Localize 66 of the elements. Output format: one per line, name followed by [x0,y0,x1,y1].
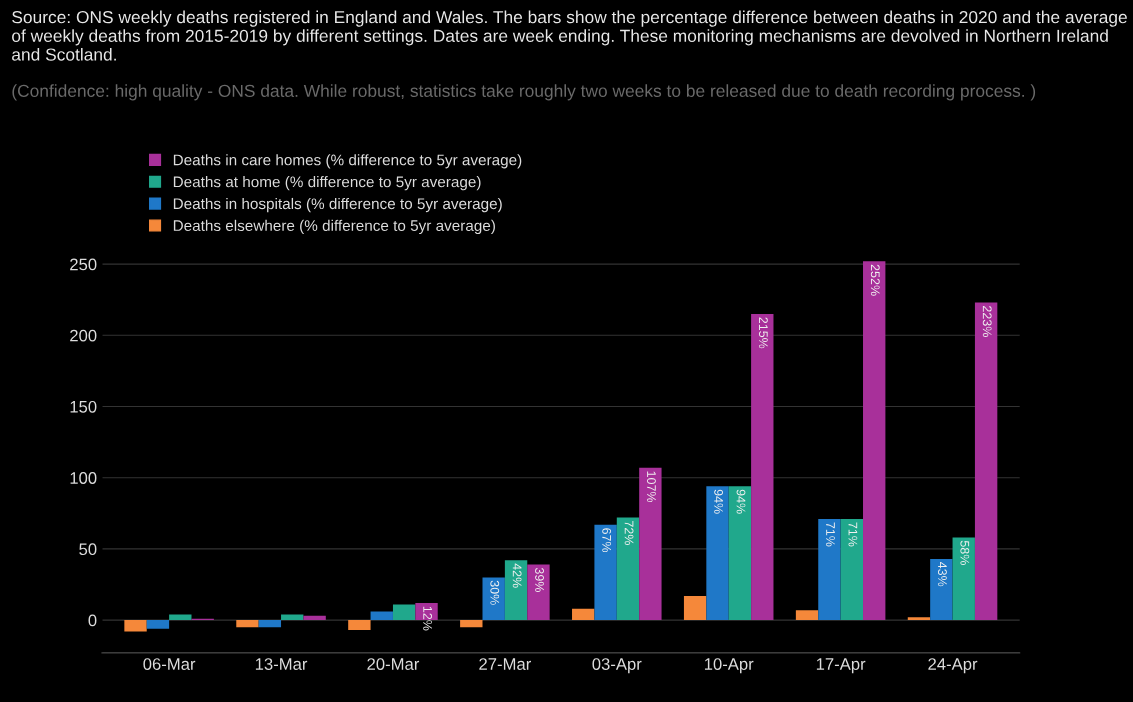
data-label: 30% [490,580,500,605]
data-label: 94% [714,489,724,514]
bar [169,614,192,621]
data-label: 215% [758,317,768,349]
data-label: 223% [982,306,992,337]
y-tick-label: 100 [70,472,97,484]
bar [639,467,662,621]
bar [706,486,729,621]
bar [818,519,841,621]
source-note: Source: ONS weekly deaths registered in England and Wales. The bars show the percentage difference between deaths in 2020 and the average of weekly deaths from 2015-2019 by different settings. Dates are week ending. These monitoring mechanisms are devolved in Northern Ireland and Scotland. [12,10,1127,61]
legend-label: Deaths in hospitals (% difference to 5yr average) [173,197,502,213]
bar [728,486,752,621]
bar [795,610,819,621]
bar [683,595,707,621]
bar [863,261,886,621]
y-tick-label: 250 [70,258,97,271]
x-tick-label: 13-Mar [255,658,308,670]
bar [616,517,640,621]
bar [930,558,953,621]
data-label: 72% [624,521,634,545]
x-tick-label: 20-Mar [367,658,420,670]
bar [907,617,931,621]
bar [751,313,774,621]
bar [504,560,528,621]
bar [281,614,304,621]
y-tick-label: 200 [70,329,97,342]
bar [952,537,975,621]
legend-label: Deaths elsewhere (% difference to 5yr average) [173,219,495,235]
data-label: 71% [826,522,835,547]
bar [348,620,371,631]
data-label: 67% [602,528,612,553]
bar [258,620,282,628]
y-tick-label: 150 [70,400,97,413]
x-tick-label: 24-Apr [928,658,978,674]
bar [482,577,505,621]
x-tick-label: 03-Apr [592,658,642,674]
data-label: 42% [512,563,522,588]
bar [303,615,326,621]
data-label: 94% [736,489,746,514]
data-label: 107% [647,471,656,503]
bar [146,620,170,629]
x-tick-label: 27-Mar [479,658,531,670]
bar [236,620,259,628]
x-tick-label: 06-Mar [143,658,196,670]
data-label: 252% [870,264,880,296]
bar [392,604,416,621]
data-label: 43% [938,562,947,587]
y-tick-label: 50 [79,543,97,556]
x-tick-label: 17-Apr [816,658,866,674]
data-label: 58% [960,540,970,565]
bar [974,302,998,621]
legend-label: Deaths in care homes (% difference to 5yr average) [173,154,522,169]
bar [572,608,595,621]
text: (Confidence: high quality - ONS data. While robust, statistics take roughly two weeks to be released due to death recording process. ) [12,84,1036,101]
data-label: 39% [535,567,544,592]
x-tick-label: 10-Apr [704,658,754,674]
bar [370,611,393,621]
y-tick-label: 0 [88,614,97,627]
data-label: 12% [423,606,433,631]
data-label: 71% [848,522,858,547]
legend-label: Deaths at home (% difference to 5yr average) [173,176,481,191]
bar [527,564,550,621]
bar [460,620,483,628]
bar [124,620,147,632]
bar [840,519,864,621]
bar [594,524,617,621]
